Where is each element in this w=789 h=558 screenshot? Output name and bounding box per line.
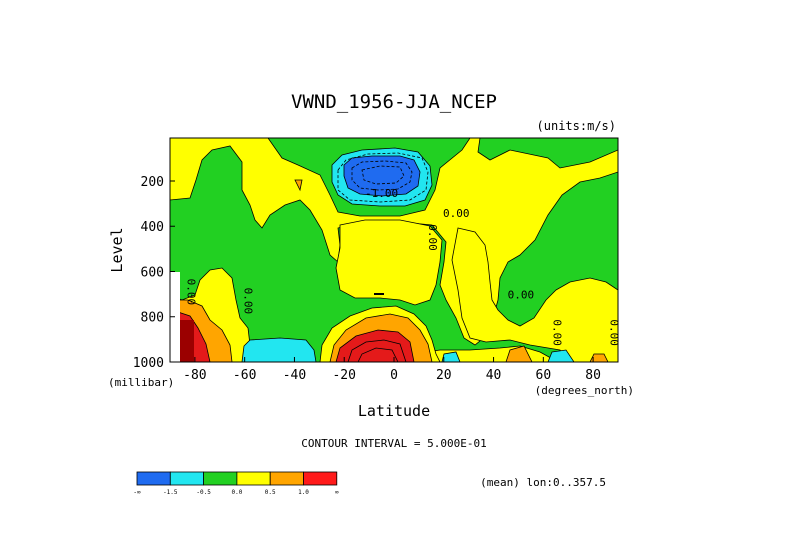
contour-label: 0.00 [242,288,255,315]
y-unit-label: (millibar) [108,376,174,389]
region-cyan-south [241,337,317,362]
colorbar-label: -1.5 [163,489,178,496]
x-tick-label: -80 [183,368,206,383]
colorbar-label: -0.5 [196,489,211,496]
x-tick-label: 20 [436,368,452,383]
x-tick-label: 60 [536,368,552,383]
colorbar-swatch [236,471,271,486]
contour-label: 0.00 [550,319,563,346]
region-red-equator [335,329,415,362]
x-tick-label: 80 [585,368,601,383]
mean-label: (mean) lon:0..357.5 [480,476,606,489]
x-tick-label: -20 [332,368,355,383]
y-tick-label: 400 [141,220,164,235]
y-axis-title: Level [108,227,126,272]
y-tick-label: 200 [141,175,164,190]
region-blue-jet [343,155,421,197]
x-unit-label: (degrees_north) [535,384,634,397]
contour-field [170,138,618,362]
region-yellow-subtropics [335,219,443,306]
region-orange-speck [294,179,303,192]
colorbar-label: -∞ [133,489,141,496]
colorbar: -∞ -1.5 -0.5 0.0 0.5 1.0 ∞ [133,471,339,496]
colorbar-swatch [136,471,171,486]
region-orange-low-2 [589,353,609,362]
contour-label: -1.00 [365,187,398,200]
contour-dashed-3 [337,152,429,203]
contour-red-inner-1 [347,339,407,362]
y-tick-label: 800 [141,311,164,326]
x-axis-ticks: -80 -60 -40 -20 0 20 40 60 80 [183,357,601,383]
region-orange-low-1 [505,345,533,362]
contour-label: 0.00 [426,224,439,251]
x-tick-label: -40 [283,368,306,383]
colorbar-label: 1.0 [298,489,309,496]
x-tick-label: -60 [233,368,256,383]
contour-labels: 0.00 0.00 0.00 0.00 -1.00 0.00 0.00 0.00 [184,187,620,346]
region-darkred-south [180,320,194,362]
chart-title: VWND_1956-JJA_NCEP [291,91,497,113]
contour-label: 0.00 [608,319,621,346]
contour-red-inner-2 [357,347,399,362]
contour-dashed-2 [361,165,405,185]
x-tick-label: 0 [390,368,398,383]
y-axis-ticks: 200 400 600 800 1000 [133,175,175,371]
region-yellow-east [451,227,618,362]
contour-dashed-1 [351,160,413,191]
contour-label: 0.00 [508,289,535,302]
y-tick-label: 1000 [133,356,164,371]
colorbar-label: 0.0 [231,489,242,496]
contour-label: 0.00 [184,279,197,306]
region-cyan-low-1 [441,351,461,362]
colorbar-swatch [169,471,205,486]
colorbar-swatch [269,471,304,486]
region-green-east-top [477,138,618,169]
region-black-speck [374,293,384,295]
x-tick-label: 40 [486,368,502,383]
colorbar-swatch [303,471,338,486]
colorbar-label: ∞ [335,489,339,496]
x-axis-title: Latitude [358,402,430,420]
colorbar-swatch [203,471,238,486]
colorbar-label: 0.5 [265,489,276,496]
contour-label: 0.00 [443,207,470,220]
y-tick-label: 600 [141,265,164,280]
region-cyan-low-2 [547,349,575,362]
units-label: (units:m/s) [537,119,616,133]
contour-interval-label: CONTOUR INTERVAL = 5.000E-01 [301,437,486,450]
